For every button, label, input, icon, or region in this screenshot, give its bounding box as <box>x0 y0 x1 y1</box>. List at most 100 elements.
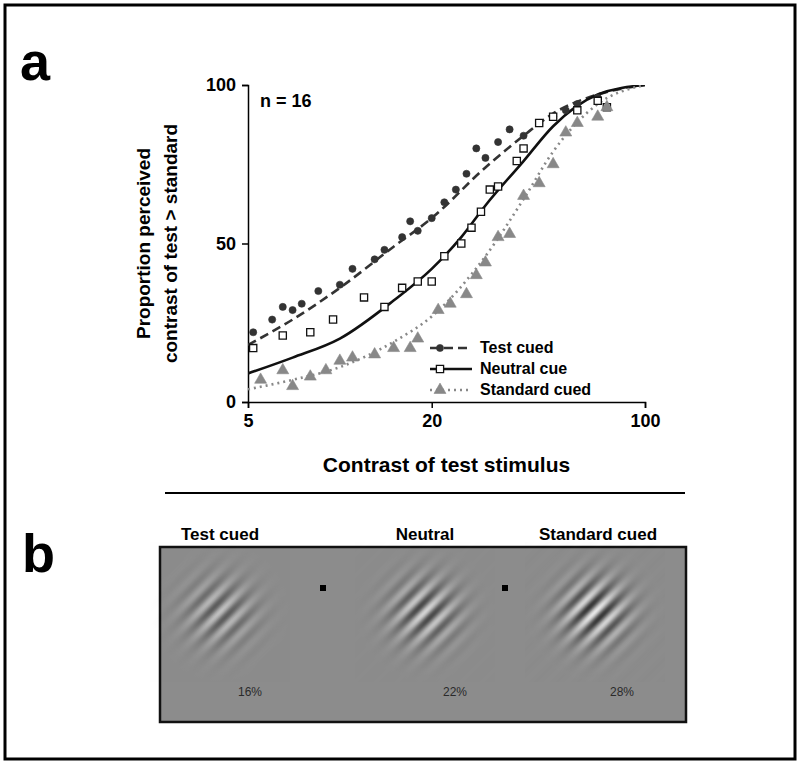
data-point <box>277 363 289 373</box>
data-point <box>414 227 421 234</box>
data-point <box>250 329 257 336</box>
data-point <box>571 116 583 126</box>
data-point <box>404 341 416 351</box>
legend-item: Neutral cue <box>430 360 567 377</box>
data-point <box>320 363 332 373</box>
data-point <box>360 294 367 301</box>
contrast-label: 28% <box>610 685 634 699</box>
data-point <box>371 256 378 263</box>
data-point <box>444 297 456 307</box>
data-point <box>461 287 473 297</box>
data-point <box>279 303 286 310</box>
fit-curve <box>248 85 645 345</box>
stimulus-title: Standard cued <box>539 525 657 544</box>
data-point <box>432 303 444 313</box>
legend-label: Test cued <box>480 339 554 356</box>
data-point <box>452 186 459 193</box>
legend-label: Standard cued <box>480 381 591 398</box>
x-tick-label: 5 <box>243 411 253 431</box>
data-point <box>506 126 513 133</box>
data-point <box>307 329 314 336</box>
x-tick-mark <box>431 402 433 408</box>
data-point <box>269 316 276 323</box>
data-point <box>486 186 493 193</box>
panel-label: a <box>20 31 51 91</box>
gabor-patch <box>525 542 665 682</box>
data-point <box>518 189 530 199</box>
data-point <box>533 176 545 186</box>
stimulus-title: Test cued <box>181 525 259 544</box>
y-tick-mark <box>242 243 248 245</box>
y-tick: 0 <box>226 392 248 412</box>
legend-item: Test cued <box>430 339 554 356</box>
y-axis: 050100 <box>206 75 249 412</box>
data-point <box>329 316 336 323</box>
data-point <box>463 170 470 177</box>
sample-size: n = 16 <box>260 91 312 111</box>
data-point <box>441 253 448 260</box>
data-point <box>560 126 572 136</box>
data-point <box>520 145 527 152</box>
y-tick-label: 0 <box>226 392 236 412</box>
x-tick: 100 <box>630 402 660 431</box>
fixation-point <box>502 585 508 591</box>
x-axis-title: Contrast of test stimulus <box>323 453 570 476</box>
data-point <box>347 351 359 361</box>
data-point <box>494 183 501 190</box>
fit-curve <box>248 85 645 389</box>
y-tick: 50 <box>216 234 248 254</box>
data-point <box>592 110 604 120</box>
stimulus-title: Neutral <box>396 525 455 544</box>
plot-marks <box>248 85 645 390</box>
figure: a 5 20 100 0 50 100 Contrast of test stimulus Pr… <box>0 0 800 764</box>
data-point <box>369 348 381 358</box>
separator <box>165 492 685 494</box>
y-axis-title: Proportion perceived <box>133 148 154 339</box>
data-point <box>594 97 601 104</box>
data-point <box>479 256 491 266</box>
x-tick-label: 100 <box>630 411 660 431</box>
x-tick-label: 20 <box>422 411 442 431</box>
legend-marker <box>436 365 443 372</box>
data-point <box>504 227 516 237</box>
data-point <box>412 332 424 342</box>
data-point <box>492 230 504 240</box>
data-point <box>428 278 435 285</box>
data-point <box>547 157 559 167</box>
data-point <box>495 138 502 145</box>
data-point <box>279 332 286 339</box>
data-point <box>550 113 557 120</box>
data-point <box>428 215 435 222</box>
y-tick-mark <box>242 85 248 87</box>
fit-curve <box>248 85 645 373</box>
data-point <box>315 287 322 294</box>
data-point <box>336 281 343 288</box>
data-point <box>536 119 543 126</box>
data-point <box>550 113 557 120</box>
data-point <box>482 154 489 161</box>
data-point <box>470 268 482 278</box>
contrast-label: 22% <box>443 685 467 699</box>
x-tick: 5 <box>243 402 253 431</box>
data-point <box>407 218 414 225</box>
contrast-label: 16% <box>238 685 262 699</box>
legend-marker <box>434 383 446 393</box>
legend-label: Neutral cue <box>480 360 567 377</box>
data-point <box>381 303 388 310</box>
data-point <box>304 370 316 380</box>
legend-item: Standard cued <box>430 381 591 398</box>
data-point <box>399 234 406 241</box>
data-point <box>562 107 569 114</box>
data-point <box>601 100 613 110</box>
data-point <box>574 107 581 114</box>
x-axis: 5 20 100 <box>243 402 660 431</box>
data-point <box>513 157 520 164</box>
data-point <box>441 199 448 206</box>
panel-label: b <box>22 523 55 583</box>
y-tick-mark <box>242 402 248 404</box>
legend-marker <box>436 344 443 351</box>
y-tick-label: 50 <box>216 234 236 254</box>
data-point <box>473 145 480 152</box>
x-axis-line <box>249 403 646 409</box>
x-tick-mark <box>645 402 647 408</box>
